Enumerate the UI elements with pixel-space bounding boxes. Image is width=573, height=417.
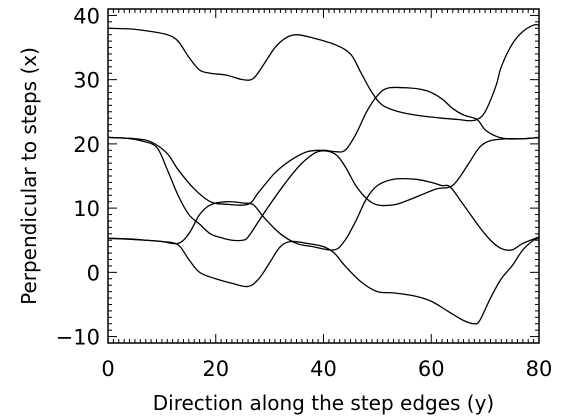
x-tick-label: 40 — [310, 357, 337, 381]
step-line-4 — [107, 177, 540, 251]
series-lines — [107, 23, 540, 325]
x-tick-label: 80 — [526, 357, 553, 381]
x-tick-label: 60 — [418, 357, 445, 381]
y-tick-label: 30 — [73, 69, 100, 93]
y-tick-label: 10 — [73, 197, 100, 221]
step-line-3 — [107, 136, 540, 242]
x-tick-label: 0 — [101, 357, 114, 381]
step-line-2 — [107, 86, 540, 206]
axis-ticks — [107, 8, 540, 344]
y-tick-label: −10 — [56, 326, 100, 350]
y-axis-label: Perpendicular to steps (x) — [17, 47, 41, 305]
y-tick-label: 40 — [73, 4, 100, 28]
step-line-1 — [107, 23, 540, 122]
x-axis-label: Direction along the step edges (y) — [153, 391, 495, 415]
x-tick-label: 20 — [202, 357, 229, 381]
plot-frame — [107, 8, 540, 344]
y-tick-label: 20 — [73, 133, 100, 157]
y-tick-label: 0 — [87, 261, 100, 285]
step-line-5 — [107, 237, 540, 325]
